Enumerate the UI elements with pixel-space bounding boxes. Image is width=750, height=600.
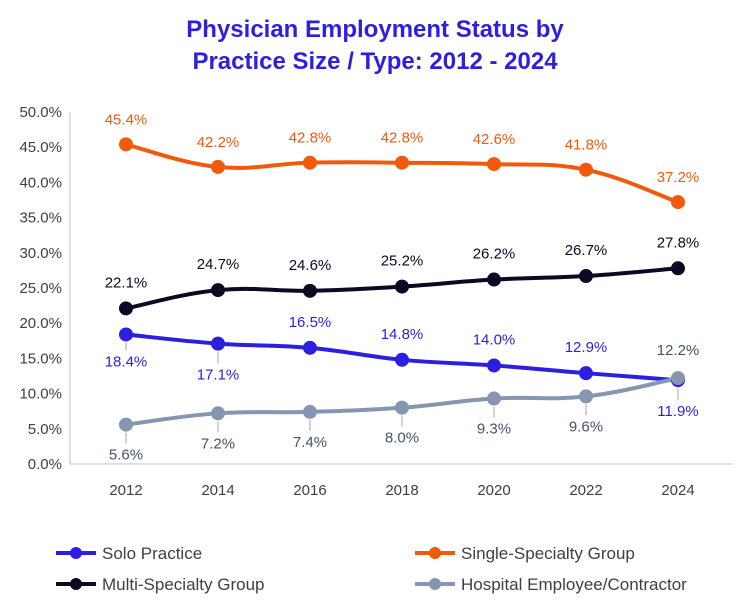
y-tick-label: 40.0% [19,174,62,191]
legend-label: Multi-Specialty Group [102,575,265,594]
label-leader-lines [125,342,679,444]
y-tick-label: 35.0% [19,210,62,227]
data-label: 41.8% [565,137,608,154]
series-marker [303,340,317,355]
data-label: 25.2% [381,253,424,270]
data-label: 14.8% [381,326,424,343]
y-tick-label: 45.0% [19,139,62,156]
y-tick-label: 15.0% [19,350,62,367]
series-marker [671,261,685,276]
data-label: 26.7% [565,242,608,259]
x-tick-label: 2016 [293,482,326,499]
data-label: 5.6% [109,447,143,464]
series-marker [395,155,409,170]
data-label: 17.1% [197,367,240,384]
data-label: 14.0% [473,331,516,348]
data-label: 26.2% [473,246,516,263]
data-label: 18.4% [105,353,148,370]
legend-label: Solo Practice [102,544,202,563]
series-marker [487,391,501,406]
legend-label: Hospital Employee/Contractor [461,575,687,594]
data-label: 42.8% [289,130,332,147]
series-marker [579,162,593,177]
data-label: 24.7% [197,256,240,273]
series-marker [579,366,593,381]
series-marker [579,389,593,404]
series-marker [395,279,409,294]
series-marker [303,404,317,419]
series-marker [579,269,593,284]
data-label: 11.9% [657,403,698,420]
series-marker [211,406,225,421]
legend-label: Single-Specialty Group [461,544,635,563]
data-label: 7.2% [201,435,235,452]
x-tick-label: 2022 [569,482,602,499]
data-labels: 18.4% 17.1% 16.5% 14.8% 14.0% 12.9% 11.9% 45.4%… [105,111,700,463]
data-label: 7.4% [293,434,327,451]
y-tick-label: 0.0% [28,456,62,473]
series-marker [671,195,685,210]
x-tick-label: 2020 [477,482,510,499]
data-label: 9.3% [477,421,511,438]
data-label: 24.6% [289,257,332,274]
chart-title-line-1: Physician Employment Status by [186,16,564,43]
series-marker [303,155,317,170]
series-marker [671,371,685,386]
series-marker [487,272,501,287]
legend-swatch-marker [429,547,441,559]
data-label: 37.2% [657,169,700,186]
data-label: 42.6% [473,131,516,148]
y-tick-label: 30.0% [19,245,62,262]
series-marker [395,352,409,367]
chart-title: Physician Employment Status by Practice … [0,14,750,78]
data-label: 42.2% [197,134,240,151]
x-tick-label: 2014 [201,482,234,499]
series-marker [119,137,133,152]
data-label: 9.6% [569,418,603,435]
data-label: 42.8% [381,130,424,147]
y-tick-label: 5.0% [28,421,62,438]
y-tick-label: 50.0% [19,104,62,121]
series-marker [211,336,225,351]
series-marker [211,283,225,298]
data-label: 16.5% [289,314,332,331]
y-tick-label: 10.0% [19,386,62,403]
y-tick-label: 25.0% [19,280,62,297]
x-tick-label: 2018 [385,482,418,499]
axes: 0.0% 5.0% 10.0% 15.0% 20.0% 25.0% 30.0% 35.0% 40… [19,104,732,499]
series-markers [119,137,685,432]
legend-swatch-marker [70,578,82,590]
data-label: 22.1% [105,274,148,291]
data-label: 8.0% [385,430,419,447]
data-label: 12.2% [657,342,700,359]
data-label: 45.4% [105,111,148,128]
series-marker [487,358,501,373]
series-marker [211,159,225,174]
series-marker [119,417,133,432]
y-tick-label: 20.0% [19,315,62,332]
legend: Solo Practice Single-Specialty Group Multi… [56,544,687,594]
series-marker [303,283,317,298]
legend-swatch-marker [429,578,441,590]
series-marker [487,157,501,172]
x-tick-label: 2024 [661,482,694,499]
chart-title-line-2: Practice Size / Type: 2012 - 2024 [192,48,558,75]
series-marker [395,400,409,415]
legend-swatch-marker [70,547,82,559]
data-label: 27.8% [657,234,700,251]
series-marker [119,301,133,316]
series-marker [119,327,133,342]
data-label: 12.9% [565,339,608,356]
x-tick-label: 2012 [109,482,142,499]
